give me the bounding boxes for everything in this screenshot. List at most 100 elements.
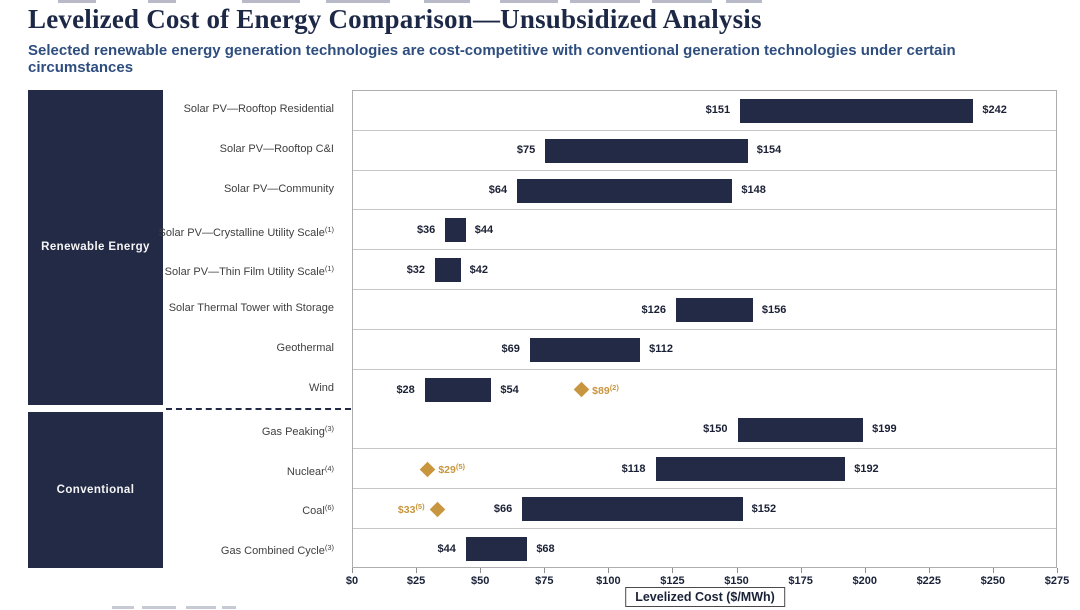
cropped-glyph-fragment: [186, 606, 216, 609]
x-axis-tick: [864, 568, 866, 573]
chart-row-band: $64 $148: [353, 171, 1056, 211]
x-axis-tick: [672, 568, 674, 573]
x-axis-tick-label: $250: [980, 575, 1006, 587]
bar-low-value-label: $118: [621, 462, 646, 475]
footnote-superscript: (1): [324, 224, 334, 234]
bar-low-value-label: $36: [416, 223, 436, 236]
bar-high-value-label: $156: [761, 303, 787, 316]
cost-marker-diamond-icon: [573, 381, 589, 398]
page-subtitle: Selected renewable energy generation tec…: [28, 42, 956, 76]
bar-low-value-label: $32: [406, 263, 426, 276]
category-label-renewable-energy: Renewable Energy: [41, 241, 150, 254]
cropped-glyph-fragment: [726, 0, 762, 3]
range-bar: [545, 138, 748, 163]
x-axis-tick: [800, 568, 802, 573]
footnote-superscript: (3): [324, 543, 334, 553]
row-label: Solar PV—Thin Film Utility Scale(1): [164, 264, 334, 279]
x-axis-tick: [480, 568, 482, 573]
x-axis-tick: [992, 568, 994, 573]
x-axis-tick: [608, 568, 610, 573]
bar-low-value-label: $126: [641, 303, 667, 316]
x-axis-title-box: Levelized Cost ($/MWh): [625, 587, 785, 607]
row-label: Gas Combined Cycle(3): [220, 543, 334, 558]
bar-high-value-label: $199: [872, 423, 897, 436]
chart-row-band: $28 $54 $89(2): [353, 370, 1056, 410]
cropped-glyph-fragment: [326, 0, 390, 3]
bar-low-value-label: $66: [493, 502, 513, 515]
row-label: Solar PV—Community: [223, 182, 334, 195]
cropped-glyph-fragment: [424, 0, 470, 3]
bar-low-value-label: $75: [516, 144, 536, 157]
x-axis-tick: [352, 568, 353, 573]
page-title: Levelized Cost of Energy Comparison—Unsu…: [28, 4, 762, 34]
x-axis-tick: [544, 568, 546, 573]
row-label: Solar PV—Rooftop Residential: [183, 103, 334, 115]
x-axis-tick-label: $275: [1044, 575, 1070, 587]
bar-high-value-label: $68: [536, 543, 555, 556]
bar-high-value-label: $148: [741, 184, 766, 197]
chart-row-band: $36 $44: [353, 211, 1056, 251]
chart-row-band: $150 $199: [353, 410, 1056, 450]
x-axis-tick: [928, 568, 930, 573]
footnote-superscript: (2): [609, 382, 619, 392]
chart-row-band: $126 $156: [353, 290, 1056, 330]
range-bar: [737, 417, 864, 442]
bar-high-value-label: $154: [756, 144, 782, 157]
chart-row-band: $151 $242: [353, 91, 1056, 131]
x-axis-tick: [736, 568, 738, 573]
range-bar: [529, 337, 641, 362]
cropped-glyph-fragment: [112, 606, 134, 609]
row-label: Solar PV—Rooftop C&I: [219, 142, 334, 155]
row-label: Solar Thermal Tower with Storage: [168, 302, 334, 315]
bar-high-value-label: $242: [982, 104, 1007, 117]
chart-row-band: $44 $68: [353, 529, 1056, 569]
chart-row-band: $66 $152 $33(5): [353, 489, 1056, 530]
range-bar: [465, 537, 528, 562]
cropped-glyph-fragment: [58, 0, 96, 3]
cost-marker-diamond-icon: [419, 461, 436, 478]
cost-marker-label: $89(2): [592, 382, 619, 397]
x-axis-tick-label: $100: [596, 575, 621, 587]
cropped-glyph-fragment: [652, 0, 712, 3]
range-bar: [445, 218, 466, 243]
cropped-glyph-fragment: [242, 0, 300, 3]
range-bar: [676, 298, 753, 323]
x-axis-tick-label: $0: [345, 575, 359, 587]
cost-marker-label: $33(5): [397, 501, 425, 516]
footnote-superscript: (1): [324, 264, 334, 274]
footnote-superscript: (4): [324, 463, 334, 473]
x-axis-tick-label: $75: [535, 575, 554, 587]
row-label: Wind: [308, 381, 334, 394]
cropped-glyph-fragment: [500, 0, 558, 3]
x-axis-tick: [1057, 568, 1058, 573]
footnote-superscript: (3): [324, 423, 334, 433]
bar-high-value-label: $112: [649, 343, 673, 356]
range-bar: [435, 258, 461, 283]
x-axis-tick-label: $225: [916, 575, 942, 587]
bar-low-value-label: $28: [396, 383, 415, 396]
bar-high-value-label: $192: [854, 462, 879, 475]
footnote-superscript: (6): [324, 503, 334, 513]
chart-row-band: $32 $42: [353, 250, 1056, 291]
chart-row-band: $118 $192 $29(5): [353, 450, 1056, 490]
x-axis-tick-label: $125: [660, 575, 685, 587]
range-bar: [517, 178, 733, 203]
footnote-superscript: (5): [415, 501, 425, 511]
range-bar: [655, 457, 846, 482]
row-label: Nuclear(4): [286, 463, 334, 478]
cost-marker-label: $29(5): [438, 461, 466, 476]
range-bar: [522, 497, 743, 522]
row-label: Coal(6): [302, 503, 334, 518]
row-label: Solar PV—Crystalline Utility Scale(1): [158, 224, 334, 239]
cropped-glyph-fragment: [570, 0, 640, 3]
plot-area: $151 $242 $75 $154 $64 $148 $36 $44 $32 $42 $126 $1…: [352, 90, 1057, 568]
bar-high-value-label: $44: [474, 223, 494, 236]
footnote-superscript: (5): [455, 461, 466, 471]
row-label: Gas Peaking(3): [261, 423, 334, 438]
cropped-glyph-fragment: [222, 606, 236, 609]
x-axis-tick-label: $50: [470, 575, 490, 587]
cost-marker-diamond-icon: [429, 501, 446, 518]
bar-low-value-label: $64: [488, 184, 508, 197]
bar-high-value-label: $152: [751, 502, 777, 515]
category-label-conventional: Conventional: [56, 483, 135, 496]
